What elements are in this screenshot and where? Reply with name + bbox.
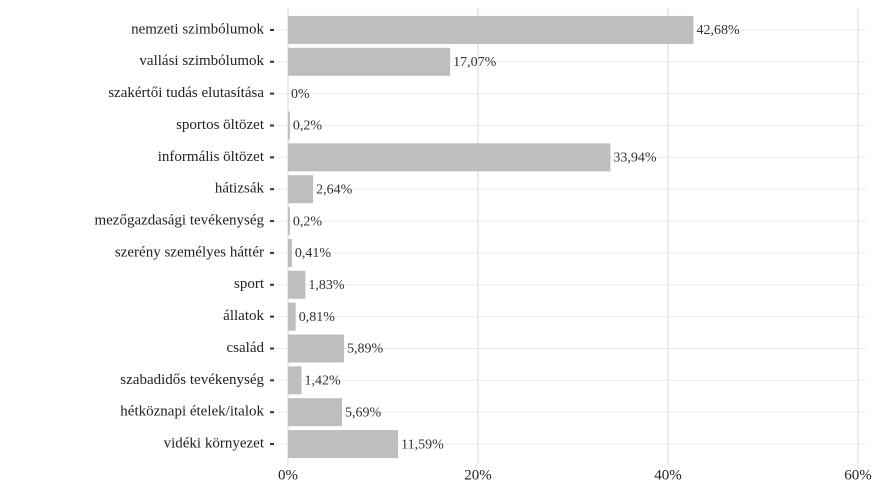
bar [288, 366, 302, 395]
x-tick-label: 0% [278, 467, 298, 483]
bar [288, 143, 611, 172]
y-tick-label: hétköznapi ételek/italok [120, 404, 264, 420]
bar [288, 15, 694, 44]
value-label: 1,42% [304, 374, 341, 389]
x-tick-label: 20% [464, 467, 492, 483]
value-label: 0,2% [293, 214, 323, 229]
y-tick-label: vallási szimbólumok [139, 53, 264, 69]
y-tick-label: állatok [223, 308, 264, 324]
bar [288, 175, 314, 204]
value-label: 5,69% [345, 405, 382, 420]
bar [288, 238, 292, 267]
y-tick-label: vidéki környezet [164, 436, 265, 452]
bar [288, 111, 290, 140]
y-tick-label: hátizsák [215, 181, 265, 197]
value-label: 1,83% [308, 278, 345, 293]
value-label: 11,59% [401, 437, 444, 452]
bar [288, 398, 343, 427]
bar [288, 302, 296, 331]
bar [288, 270, 306, 299]
value-label: 2,64% [316, 182, 353, 197]
value-label: 0% [291, 87, 310, 102]
value-label: 33,94% [613, 151, 657, 166]
y-tick-label: informális öltözet [158, 149, 265, 165]
value-label: 0,2% [293, 119, 323, 134]
y-tick-label: sportos öltözet [176, 117, 265, 133]
value-label: 17,07% [453, 55, 497, 70]
bar [288, 47, 451, 76]
value-label: 5,89% [347, 342, 384, 357]
value-label: 0,41% [295, 246, 332, 261]
y-tick-label: mezőgazdasági tevékenység [94, 213, 264, 229]
y-tick-label: szakértői tudás elutasítása [108, 85, 264, 101]
value-label: 42,68% [696, 23, 740, 38]
bar [288, 334, 344, 363]
x-tick-label: 60% [844, 467, 872, 483]
value-label: 0,81% [299, 310, 336, 325]
y-tick-label: nemzeti szimbólumok [131, 21, 264, 37]
y-tick-label: szabadidős tevékenység [120, 372, 264, 388]
y-tick-label: sport [234, 276, 265, 292]
y-tick-label: család [227, 340, 265, 356]
x-tick-label: 40% [654, 467, 682, 483]
bar [288, 430, 399, 459]
y-tick-label: szerény személyes háttér [115, 244, 264, 260]
bar [288, 207, 290, 236]
